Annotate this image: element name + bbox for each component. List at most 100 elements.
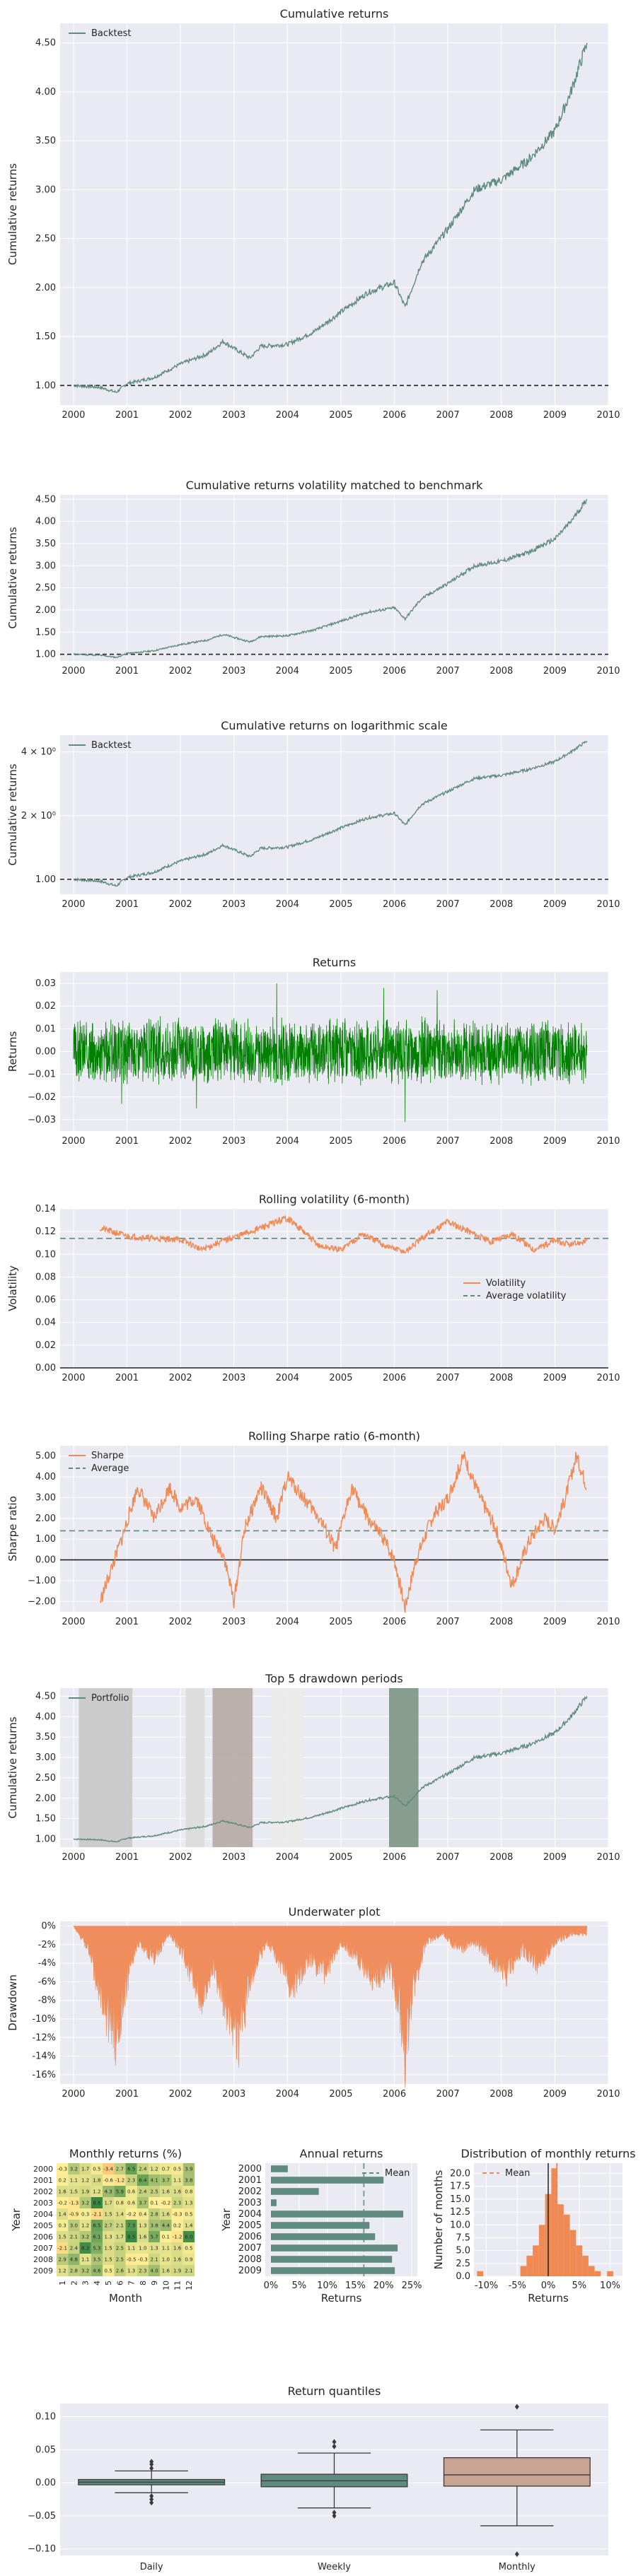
x-tick-label: -5% [509, 2281, 526, 2291]
x-tick-label: 2000 [62, 1373, 85, 1383]
x-tick-label: 2009 [543, 1617, 567, 1627]
heatmap-cell [171, 2163, 183, 2174]
y-tick-label: 2006 [33, 2232, 53, 2242]
annual-return-bar [270, 2233, 376, 2240]
histogram-bar [526, 2255, 533, 2276]
y-tick-label: 0.12 [35, 1226, 56, 1237]
heatmap-cell-label: -0.3 [138, 2257, 148, 2263]
x-tick-label: 2004 [276, 899, 299, 910]
x-tick-label: 5 [104, 2281, 113, 2285]
y-tick-label: 2004 [33, 2210, 53, 2219]
box-flier [149, 2465, 154, 2471]
heatmap-cell-label: 0.8 [185, 2189, 192, 2195]
heatmap-cell-label: 6.4 [139, 2178, 147, 2184]
heatmap-cell [91, 2242, 103, 2254]
y-tick-label: 2.5 [456, 2259, 470, 2269]
histogram-bar [607, 2271, 613, 2276]
heatmap-cell [91, 2265, 103, 2276]
heatmap-cell [57, 2186, 69, 2197]
x-tick-label: 6 [115, 2281, 124, 2285]
histogram-bar [569, 2230, 577, 2276]
chart-title: Annual returns [300, 2147, 383, 2160]
heatmap-cell-label: 1.1 [162, 2246, 170, 2252]
legend-label: Average [91, 1463, 129, 1474]
plot-background [60, 495, 608, 661]
chart-title: Distribution of monthly returns [460, 2147, 635, 2160]
chart-title: Cumulative returns on logarithmic scale [221, 719, 448, 732]
x-tick-label: Monthly [499, 2562, 535, 2572]
heatmap-cell [91, 2163, 103, 2174]
y-tick-label: 0.08 [35, 1272, 56, 1282]
heatmap-cell [137, 2231, 149, 2242]
y-tick-label: 20.0 [450, 2169, 470, 2179]
plot-background [60, 1688, 608, 1847]
y-tick-label: 0% [41, 1921, 56, 1932]
histogram-bar [576, 2245, 583, 2276]
x-tick-label: 2010 [596, 1373, 620, 1383]
heatmap-cell [68, 2265, 80, 2276]
heatmap-cell-label: 1.2 [81, 2223, 89, 2229]
heatmap-cell [183, 2174, 195, 2186]
y-tick-label: 4 × 10⁰ [21, 747, 56, 758]
heatmap-cell-label: 1.7 [116, 2235, 124, 2240]
heatmap-cell [160, 2265, 172, 2276]
annual-return-bar [270, 2211, 404, 2218]
x-tick-label: 2007 [436, 1373, 460, 1383]
y-tick-label: 4.50 [35, 1692, 56, 1702]
heatmap-cell-label: 0.5 [93, 2167, 100, 2172]
y-tick-label: 0.10 [35, 1249, 56, 1260]
y-tick-label: 0.0 [456, 2271, 470, 2282]
heatmap-cell [160, 2197, 172, 2208]
drawdown-period-band [79, 1688, 133, 1847]
heatmap-cell [183, 2208, 195, 2220]
y-tick-label: 2003 [238, 2198, 262, 2208]
y-tick-label: 15.0 [450, 2194, 470, 2205]
heatmap-cell [79, 2231, 91, 2242]
series-line-portfolio [73, 1695, 588, 1843]
x-tick-label: 2000 [62, 1852, 85, 1863]
heatmap-cell [171, 2197, 183, 2208]
heatmap-cell [137, 2197, 149, 2208]
x-tick-label: 2002 [169, 666, 192, 677]
heatmap-cell [68, 2163, 80, 2174]
drawdown-period-band [185, 1688, 205, 1847]
y-tick-label: 0.00 [35, 1555, 56, 1566]
histogram-bar [594, 2271, 601, 2276]
x-tick-label: 2000 [62, 666, 85, 677]
heatmap-cell [149, 2163, 161, 2174]
heatmap-cell [68, 2208, 80, 2220]
heatmap-cell-label: 1.1 [70, 2178, 78, 2184]
x-tick-label: 2004 [276, 1852, 299, 1863]
x-tick-label: 2007 [436, 1852, 460, 1863]
heatmap-cell-label: 3.8 [185, 2178, 192, 2184]
y-tick-label: 3.50 [35, 136, 56, 146]
heatmap-cell-label: 2.4 [139, 2167, 147, 2172]
y-tick-label: 2003 [33, 2199, 53, 2208]
heatmap-cell-label: 2.1 [151, 2257, 158, 2263]
heatmap-cell-label: 2.5 [151, 2189, 158, 2195]
y-axis-label: Year [220, 2208, 233, 2232]
x-tick-label: 2001 [115, 410, 139, 421]
legend-label: Backtest [91, 740, 132, 751]
rolling_sharpe-chart: 2000 2001 2002 2003 2004 2005 2006 2007 2008 2009… [6, 1429, 620, 1627]
y-tick-label: 2005 [238, 2220, 262, 2231]
heatmap-cell-label: 3.2 [81, 2268, 89, 2274]
heatmap-cell [103, 2163, 115, 2174]
heatmap-cell [171, 2242, 183, 2254]
heatmap-cell-label: 1.4 [116, 2212, 124, 2218]
x-tick-label: 15% [345, 2281, 366, 2291]
heatmap-cell [183, 2265, 195, 2276]
heatmap-cell-label: 1.0 [139, 2246, 146, 2252]
heatmap-cell-label: 1.1 [173, 2178, 181, 2184]
y-tick-label: 0.00 [35, 2478, 56, 2488]
heatmap-cell-label: 1.1 [127, 2246, 135, 2252]
y-tick-label: 4.50 [35, 38, 56, 49]
heatmap-cell [149, 2186, 161, 2197]
heatmap-cell-label: 1.5 [59, 2235, 66, 2240]
heatmap-cell [171, 2254, 183, 2265]
x-tick-label: 2003 [222, 1852, 245, 1863]
heatmap-cell-label: 1.7 [105, 2201, 112, 2206]
x-tick-label: 2003 [222, 1373, 245, 1383]
x-tick-label: 2000 [62, 899, 85, 910]
y-tick-label: 2.50 [35, 1773, 56, 1784]
